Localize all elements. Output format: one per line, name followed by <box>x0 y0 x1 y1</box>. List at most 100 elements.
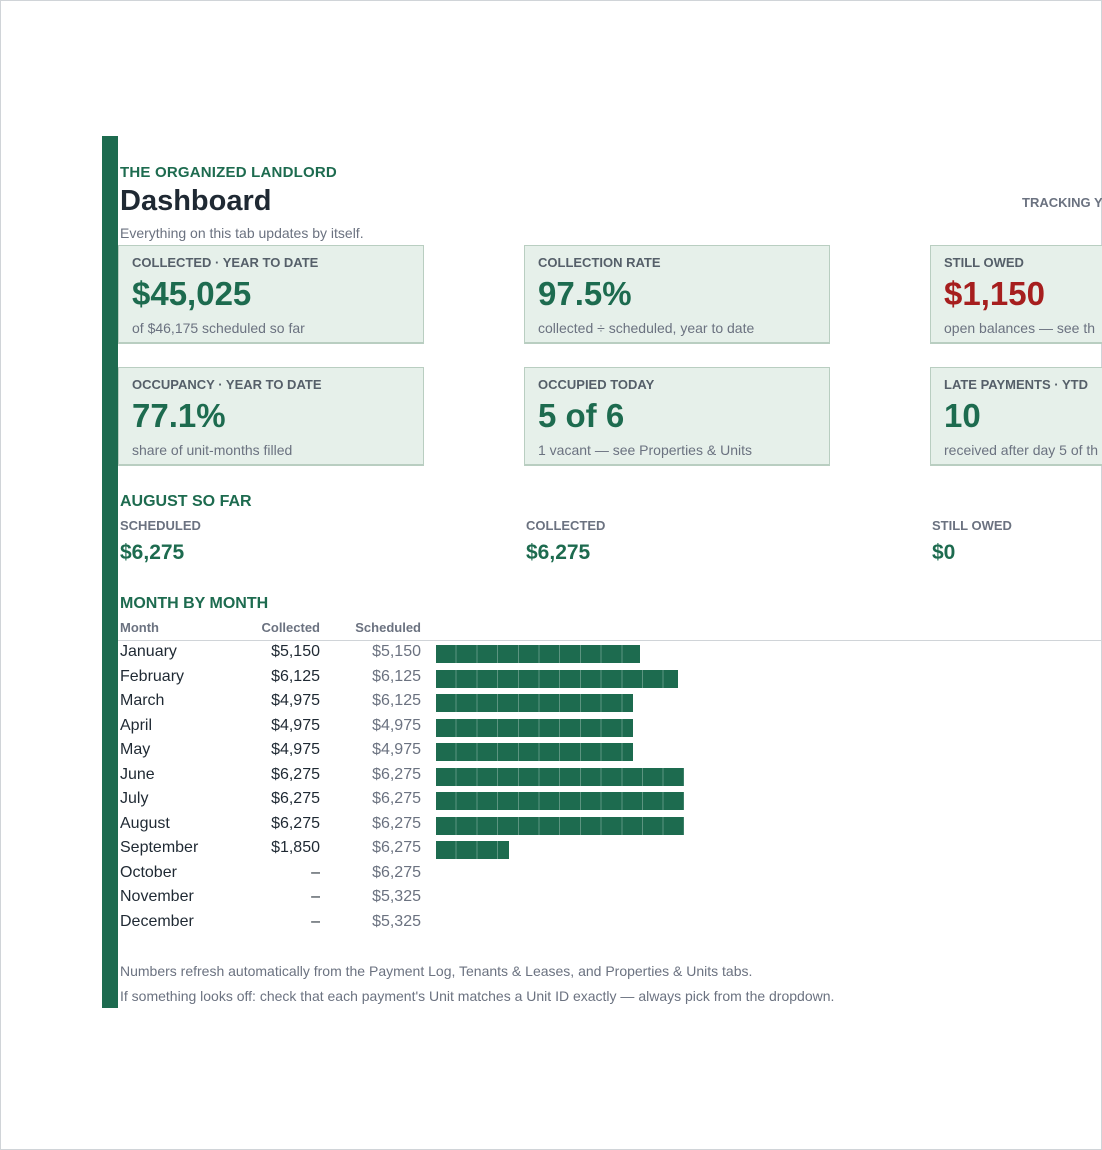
month-cell: February <box>120 667 185 685</box>
collected-cell: $6,125 <box>271 667 320 685</box>
month-cell: January <box>120 643 177 660</box>
table-row: November – $5,325 <box>120 888 820 912</box>
collected-cell: – <box>311 888 320 905</box>
collected-bar <box>436 645 640 663</box>
month-cell: May <box>120 741 151 758</box>
collected-bar <box>436 792 684 810</box>
table-row: March $4,975 $6,125 <box>120 692 820 716</box>
table-row: June $6,275 $6,275 <box>120 766 820 790</box>
collected-cell: $1,850 <box>271 839 320 856</box>
table-row: October – $6,275 <box>120 864 820 888</box>
kpi-note: received after day 5 of th <box>944 442 1099 458</box>
collected-cell: – <box>311 912 320 930</box>
month-cell: July <box>120 790 149 807</box>
page-title: Dashboard <box>120 185 272 217</box>
scheduled-cell: $6,275 <box>372 839 421 856</box>
footer-note-1: Numbers refresh automatically from the P… <box>120 963 753 979</box>
kpi-value: $1,150 <box>944 275 1045 312</box>
kpi-label: COLLECTED · YEAR TO DATE <box>132 255 319 270</box>
kpi-note: share of unit-months filled <box>132 442 293 458</box>
collected-cell: $5,150 <box>271 643 320 660</box>
kpi-note: open balances — see th <box>944 320 1095 336</box>
scheduled-cell: $6,275 <box>372 863 421 881</box>
kpi-value: 10 <box>944 397 981 434</box>
collected-cell: $4,975 <box>271 692 320 709</box>
august-collected-label: COLLECTED <box>526 518 606 533</box>
kpi-card-collection-rate: COLLECTION RATE 97.5% collected ÷ schedu… <box>524 245 830 344</box>
scheduled-cell: $5,150 <box>372 643 421 660</box>
kpi-card-occupied-today: OCCUPIED TODAY 5 of 6 1 vacant — see Pro… <box>524 367 830 466</box>
collected-bar <box>436 841 509 859</box>
collected-bar <box>436 743 633 761</box>
august-section-title: AUGUST SO FAR <box>120 493 252 510</box>
collected-bar <box>436 694 633 712</box>
kpi-label: STILL OWED <box>944 255 1024 270</box>
footer-note-2: If something looks off: check that each … <box>120 988 835 1004</box>
month-cell: April <box>120 716 153 734</box>
scheduled-cell: $6,125 <box>372 667 421 685</box>
august-scheduled-value: $6,275 <box>120 541 185 564</box>
scheduled-cell: $6,275 <box>372 790 421 807</box>
collected-cell: $6,275 <box>271 790 320 807</box>
month-cell: October <box>120 863 177 881</box>
collected-cell: $6,275 <box>271 765 320 783</box>
scheduled-cell: $5,325 <box>372 912 421 930</box>
page-subtitle: Everything on this tab updates by itself… <box>120 225 364 241</box>
kpi-label: COLLECTION RATE <box>538 255 661 270</box>
kpi-value: 97.5% <box>538 275 632 312</box>
collected-bar <box>436 718 633 737</box>
kpi-note: collected ÷ scheduled, year to date <box>538 320 755 336</box>
column-header-month: Month <box>120 620 159 635</box>
kpi-card-collected-ytd: COLLECTED · YEAR TO DATE $45,025 of $46,… <box>118 245 424 344</box>
kpi-label: LATE PAYMENTS · YTD <box>944 377 1088 392</box>
month-cell: December <box>120 912 194 930</box>
scheduled-cell: $6,275 <box>372 765 421 783</box>
august-owed-label: STILL OWED <box>932 518 1012 533</box>
month-cell: September <box>120 839 199 856</box>
table-row: August $6,275 $6,275 <box>120 815 820 839</box>
kpi-label: OCCUPIED TODAY <box>538 377 655 392</box>
kpi-note: of $46,175 scheduled so far <box>132 320 305 336</box>
month-cell: June <box>120 765 155 783</box>
collected-cell: $4,975 <box>271 716 320 734</box>
month-cell: March <box>120 692 165 709</box>
scheduled-cell: $4,975 <box>372 716 421 734</box>
kpi-card-still-owed: STILL OWED $1,150 open balances — see th <box>930 245 1102 344</box>
august-owed-value: $0 <box>932 541 956 564</box>
kpi-note: 1 vacant — see Properties & Units <box>538 442 752 458</box>
table-row: September $1,850 $6,275 <box>120 839 820 863</box>
table-row: February $6,125 $6,125 <box>120 668 820 692</box>
collected-bar <box>436 669 678 688</box>
table-row: July $6,275 $6,275 <box>120 790 820 814</box>
brand-name: THE ORGANIZED LANDLORD <box>120 164 337 181</box>
kpi-label: OCCUPANCY · YEAR TO DATE <box>132 377 322 392</box>
collected-cell: $6,275 <box>271 814 320 832</box>
column-header-scheduled: Scheduled <box>355 620 421 635</box>
table-row: January $5,150 $5,150 <box>120 643 820 667</box>
kpi-value: 5 of 6 <box>538 397 625 434</box>
collected-bar <box>436 767 684 786</box>
scheduled-cell: $4,975 <box>372 741 421 758</box>
monthly-section-title: MONTH BY MONTH <box>120 595 269 612</box>
month-cell: November <box>120 888 194 905</box>
kpi-value: $45,025 <box>132 275 252 312</box>
scheduled-cell: $5,325 <box>372 888 421 905</box>
table-row: May $4,975 $4,975 <box>120 741 820 765</box>
tracking-label: TRACKING Y <box>1022 195 1102 210</box>
header-divider <box>118 640 1102 641</box>
kpi-value: 77.1% <box>132 397 226 434</box>
august-collected-value: $6,275 <box>526 541 591 564</box>
column-header-collected: Collected <box>261 620 320 635</box>
kpi-card-occupancy-ytd: OCCUPANCY · YEAR TO DATE 77.1% share of … <box>118 367 424 466</box>
table-row: December – $5,325 <box>120 913 820 937</box>
collected-bar <box>436 816 684 835</box>
kpi-card-late-payments: LATE PAYMENTS · YTD 10 received after da… <box>930 367 1102 466</box>
collected-cell: $4,975 <box>271 741 320 758</box>
accent-bar <box>102 136 118 1008</box>
collected-cell: – <box>311 863 320 881</box>
month-cell: August <box>120 814 170 832</box>
table-row: April $4,975 $4,975 <box>120 717 820 741</box>
august-scheduled-label: SCHEDULED <box>120 518 201 533</box>
scheduled-cell: $6,275 <box>372 814 421 832</box>
scheduled-cell: $6,125 <box>372 692 421 709</box>
